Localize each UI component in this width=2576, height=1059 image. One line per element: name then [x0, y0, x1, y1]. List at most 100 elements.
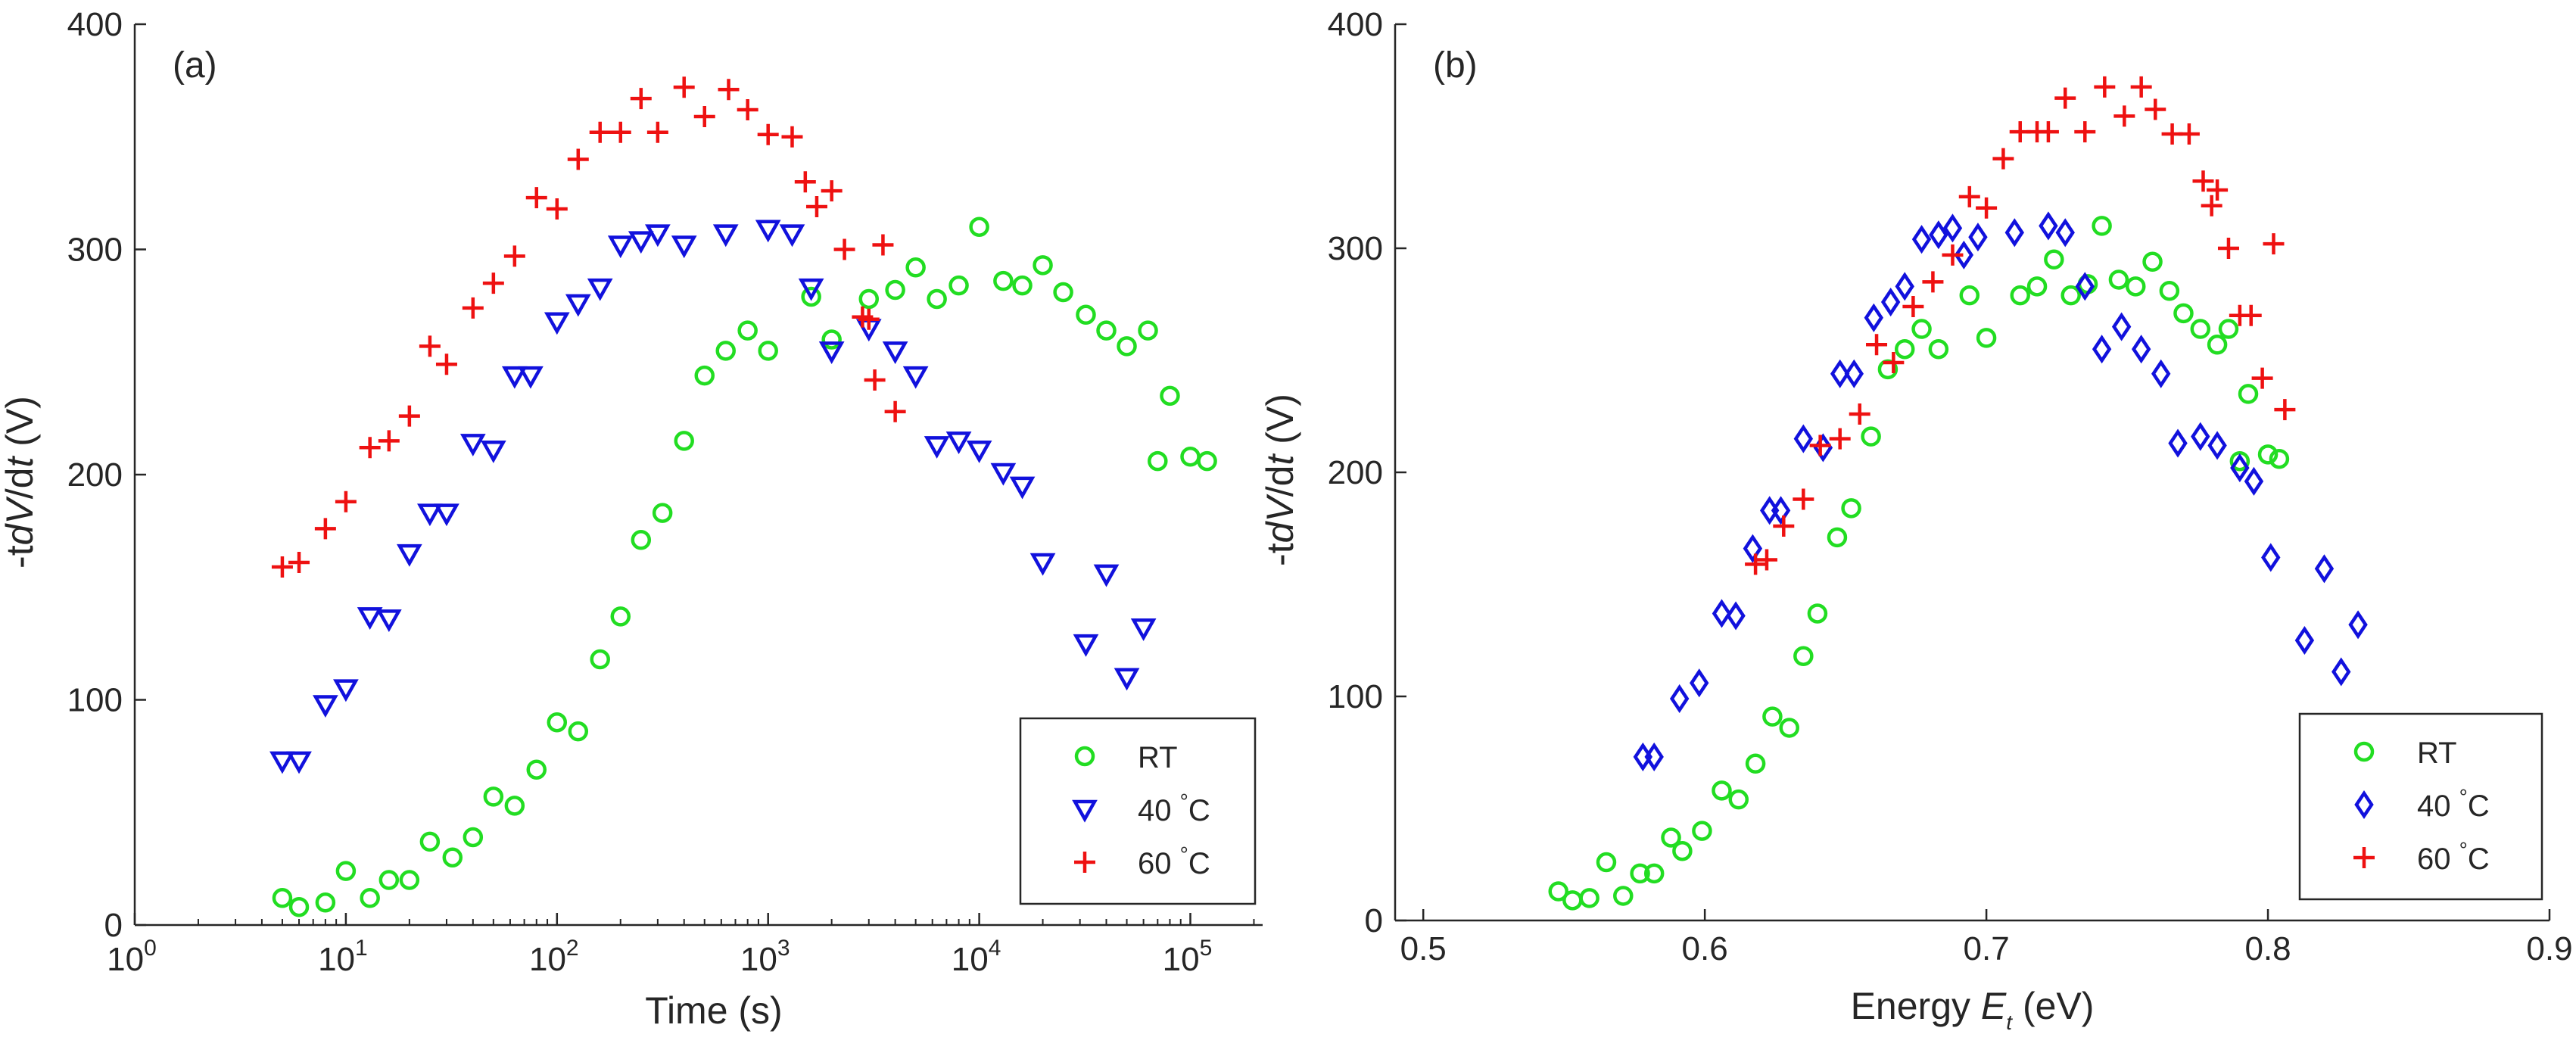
y-tick-label: 200 — [1328, 454, 1383, 491]
data-point — [2257, 444, 2279, 465]
data-point — [990, 463, 1017, 486]
data-point — [631, 530, 652, 550]
series-40c — [1633, 211, 2368, 771]
data-point — [1745, 553, 1767, 575]
data-point — [375, 609, 402, 632]
data-point — [1861, 426, 1881, 447]
data-point — [1148, 450, 1168, 472]
data-point — [1712, 599, 1732, 628]
data-point — [2075, 272, 2095, 301]
legend-label: 60 °C — [2417, 838, 2490, 876]
data-point — [2094, 76, 2116, 98]
data-point — [1762, 706, 1783, 727]
data-point — [2217, 238, 2239, 259]
data-point — [518, 366, 544, 389]
data-point — [905, 257, 926, 278]
data-point — [2055, 218, 2075, 248]
data-point — [1630, 863, 1650, 884]
data-point — [1902, 295, 1924, 317]
data-point — [833, 238, 855, 260]
data-point — [882, 341, 908, 364]
data-point — [2190, 319, 2211, 339]
data-point — [1009, 476, 1036, 500]
data-point — [1829, 428, 1851, 450]
data-point — [1096, 320, 1117, 341]
y-axis-label: -tdV/dt (V) — [1259, 394, 1301, 566]
data-point — [565, 294, 591, 317]
x-tick-label: 102 — [529, 936, 579, 978]
data-point — [1793, 424, 1814, 453]
data-point — [398, 405, 420, 427]
data-point — [419, 335, 441, 357]
data-point — [872, 234, 894, 256]
data-point — [1844, 359, 1864, 388]
data-point — [2074, 121, 2096, 143]
data-point — [2207, 179, 2229, 201]
data-point — [1644, 742, 1664, 771]
data-point — [1726, 601, 1746, 631]
data-point — [1613, 886, 1634, 906]
data-point — [501, 366, 528, 389]
data-point — [1755, 549, 1777, 571]
data-point — [902, 366, 929, 389]
data-point — [1073, 634, 1099, 657]
data-point — [544, 312, 570, 335]
data-point — [966, 441, 992, 463]
y-tick-label: 100 — [1328, 678, 1383, 715]
series-rt — [1548, 216, 2290, 911]
data-point — [646, 121, 668, 143]
data-point — [818, 341, 845, 364]
data-point — [1728, 789, 1749, 810]
data-point — [781, 126, 803, 148]
data-point — [546, 198, 568, 220]
data-point — [779, 224, 805, 248]
data-point — [2173, 303, 2194, 324]
data-point — [2201, 195, 2222, 216]
legend-box — [2298, 712, 2543, 901]
data-point — [1160, 385, 1180, 406]
data-point — [1562, 890, 1583, 911]
y-tick-label: 300 — [67, 232, 123, 269]
series-rt — [272, 216, 1217, 917]
data-point — [547, 712, 568, 733]
data-point — [2240, 304, 2262, 326]
data-point — [1968, 223, 1988, 252]
legend: RT 40 °C 60 °C — [1019, 717, 1257, 905]
x-axis-label: Energy Et (eV) — [1851, 985, 2095, 1034]
data-point — [2142, 251, 2163, 273]
x-tick-label: 0.7 — [1964, 930, 2010, 967]
data-point — [1712, 780, 1732, 801]
y-tick-label: 0 — [104, 907, 123, 944]
data-point — [1864, 303, 1884, 332]
data-point — [2348, 610, 2368, 640]
data-point — [2108, 269, 2129, 290]
data-point — [399, 870, 420, 890]
x-tick-label: 0.8 — [2244, 930, 2291, 967]
data-point — [945, 431, 972, 454]
data-point — [1922, 271, 1944, 293]
data-point — [2261, 543, 2281, 572]
legend-marker — [1072, 799, 1098, 823]
data-point — [2004, 218, 2024, 248]
data-point — [2168, 428, 2188, 458]
data-point — [1743, 534, 1763, 563]
data-point — [1992, 148, 2014, 170]
legend-label: 60 °C — [1138, 843, 1210, 880]
data-point — [1809, 435, 1831, 456]
data-point — [2131, 335, 2151, 364]
data-point — [2044, 249, 2064, 270]
data-point — [607, 235, 634, 259]
data-point — [801, 286, 821, 307]
data-point — [568, 721, 589, 742]
data-point — [993, 270, 1014, 291]
data-point — [1866, 334, 1888, 356]
data-point — [333, 679, 359, 702]
data-point — [1745, 753, 1766, 774]
data-point — [335, 861, 357, 881]
x-tick-label: 105 — [1163, 936, 1213, 978]
panel-label: (b) — [1433, 45, 1478, 86]
data-point — [757, 123, 779, 145]
data-point — [288, 896, 310, 917]
data-point — [2111, 312, 2132, 341]
